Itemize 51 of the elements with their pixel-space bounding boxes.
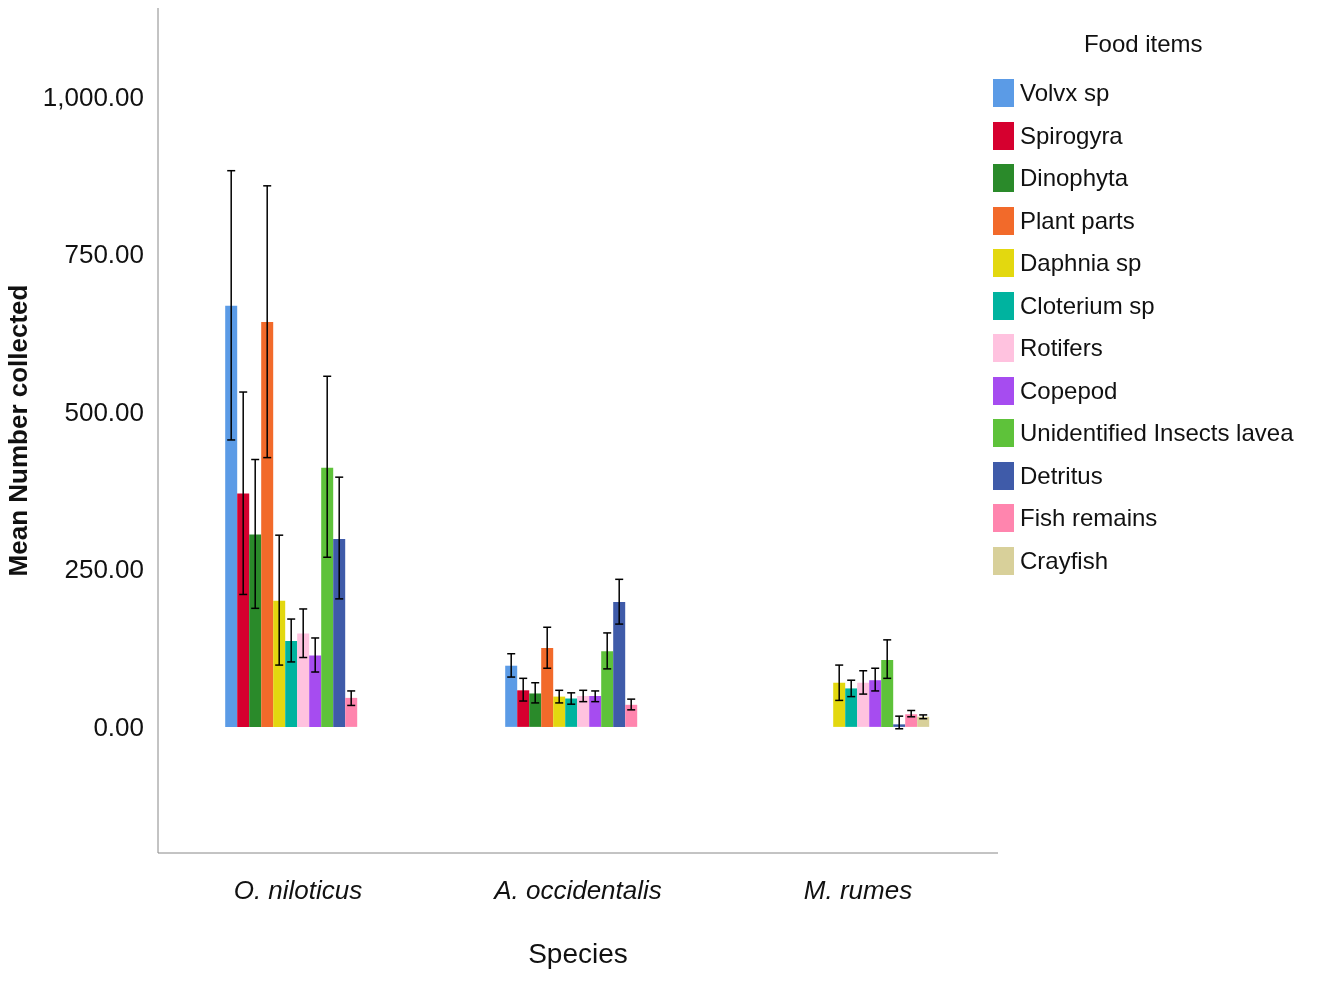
bar [333, 538, 346, 727]
legend-label: Volvx sp [1020, 79, 1110, 108]
bar [625, 704, 638, 727]
legend-label: Dinophyta [1020, 164, 1129, 193]
legend-label: Fish remains [1020, 504, 1158, 533]
bar [505, 665, 518, 727]
bar [225, 305, 238, 727]
bar [273, 600, 286, 727]
bar [613, 602, 626, 727]
bar [237, 493, 250, 727]
legend-label: Daphnia sp [1020, 249, 1142, 278]
legend-label: Crayfish [1020, 546, 1109, 575]
y-axis-title: Mean Number collected [3, 284, 34, 577]
y-tick-label: 1,000.00 [42, 81, 144, 112]
bar [565, 698, 578, 727]
bar [917, 716, 930, 727]
bar [881, 660, 894, 727]
bar [601, 651, 614, 727]
bar [517, 690, 530, 727]
legend-label: Detritus [1020, 461, 1103, 490]
bar [553, 696, 566, 727]
bar [541, 648, 554, 727]
legend-label: Cloterium sp [1020, 291, 1155, 320]
legend-label: Copepod [1020, 376, 1118, 405]
bar [845, 688, 858, 727]
bar [309, 655, 322, 727]
bar [261, 322, 274, 727]
y-tick-label: 750.00 [64, 239, 144, 270]
y-tick-label: 500.00 [64, 396, 144, 427]
y-tick-label: 250.00 [64, 554, 144, 585]
bar [577, 695, 590, 727]
bar [589, 695, 602, 727]
legend-label: Spirogyra [1020, 121, 1123, 150]
x-tick-label: O. niloticus [233, 875, 363, 906]
bar [833, 682, 846, 727]
bar [321, 467, 334, 727]
legend-label: Unidentified Insects lavea [1020, 419, 1294, 448]
bar [857, 682, 870, 727]
bar [529, 693, 542, 727]
bar [345, 697, 358, 727]
bar [869, 680, 882, 727]
y-tick-label: 0.00 [93, 712, 144, 743]
x-tick-label: M. rumes [803, 875, 913, 906]
x-axis-title: Species [528, 938, 628, 969]
legend-title: Food items [1082, 30, 1204, 58]
bar [285, 641, 298, 727]
legend-label: Plant parts [1020, 206, 1135, 235]
bar [249, 534, 262, 727]
legend-label: Rotifers [1020, 334, 1103, 363]
x-tick-label: A. occidentalis [492, 875, 662, 906]
bar [297, 633, 310, 727]
